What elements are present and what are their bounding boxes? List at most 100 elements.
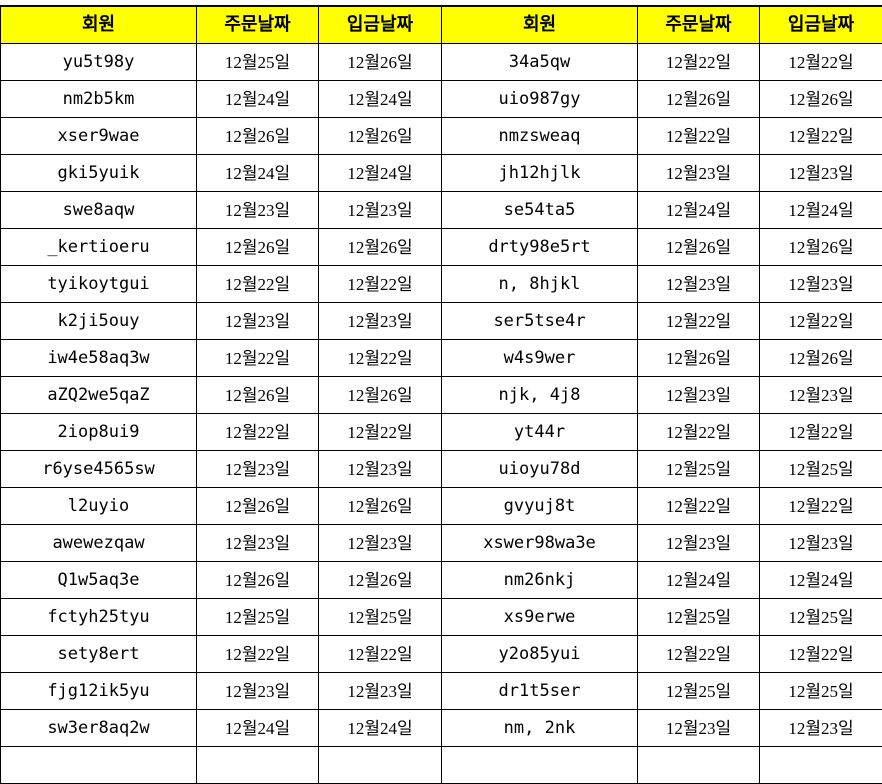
cell-payment-date-left[interactable]: 12월23일 — [319, 525, 442, 562]
cell-member-right[interactable]: w4s9wer — [442, 340, 638, 377]
cell-payment-date-right[interactable]: 12월25일 — [760, 673, 882, 710]
cell-payment-date-left[interactable]: 12월22일 — [319, 340, 442, 377]
cell-member-right[interactable]: drty98e5rt — [442, 229, 638, 266]
cell-payment-date-right[interactable]: 12월25일 — [760, 451, 882, 488]
cell-order-date-right[interactable]: 12월23일 — [638, 155, 760, 192]
cell-member-left[interactable]: fctyh25tyu — [1, 599, 197, 636]
cell-payment-date-left[interactable]: 12월24일 — [319, 710, 442, 747]
cell-order-date-right[interactable]: 12월25일 — [638, 673, 760, 710]
cell-order-date-left[interactable]: 12월23일 — [197, 303, 319, 340]
cell-payment-date-left[interactable]: 12월25일 — [319, 599, 442, 636]
header-member-left[interactable]: 회원 — [1, 7, 197, 44]
cell-order-date-left[interactable]: 12월23일 — [197, 192, 319, 229]
cell-payment-date-left[interactable]: 12월26일 — [319, 377, 442, 414]
cell-payment-date-left[interactable]: 12월26일 — [319, 118, 442, 155]
cell-payment-date-left[interactable]: 12월26일 — [319, 44, 442, 81]
cell-order-date-left[interactable]: 12월25일 — [197, 599, 319, 636]
cell-member-left[interactable]: fjg12ik5yu — [1, 673, 197, 710]
cell-payment-date-left[interactable]: 12월24일 — [319, 81, 442, 118]
header-payment-date-left[interactable]: 입금날짜 — [319, 7, 442, 44]
cell-order-date-left[interactable]: 12월26일 — [197, 118, 319, 155]
cell-payment-date-right[interactable]: 12월23일 — [760, 266, 882, 303]
cell-member-left[interactable]: 2iop8ui9 — [1, 414, 197, 451]
cell-member-left[interactable]: Q1w5aq3e — [1, 562, 197, 599]
cell-member-right[interactable]: jh12hjlk — [442, 155, 638, 192]
cell-payment-date-left[interactable]: 12월22일 — [319, 266, 442, 303]
cell-payment-date-left[interactable]: 12월26일 — [319, 562, 442, 599]
cell-payment-date-left[interactable]: 12월24일 — [319, 155, 442, 192]
cell-member-left[interactable]: aZQ2we5qaZ — [1, 377, 197, 414]
cell-payment-date-right[interactable]: 12월26일 — [760, 340, 882, 377]
cell-order-date-right[interactable]: 12월25일 — [638, 599, 760, 636]
cell-order-date-right[interactable]: 12월22일 — [638, 44, 760, 81]
cell-member-left[interactable]: nm2b5km — [1, 81, 197, 118]
cell-member-right[interactable]: ser5tse4r — [442, 303, 638, 340]
cell-payment-date-left[interactable]: 12월23일 — [319, 673, 442, 710]
cell-member-right[interactable]: xswer98wa3e — [442, 525, 638, 562]
cell-order-date-left[interactable]: 12월23일 — [197, 673, 319, 710]
header-order-date-left[interactable]: 주문날짜 — [197, 7, 319, 44]
cell-payment-date-left[interactable]: 12월23일 — [319, 451, 442, 488]
cell-payment-date-right[interactable]: 12월22일 — [760, 303, 882, 340]
cell-member-right[interactable]: yt44r — [442, 414, 638, 451]
cell-order-date-left[interactable]: 12월26일 — [197, 377, 319, 414]
cell-payment-date-right[interactable]: 12월22일 — [760, 44, 882, 81]
cell-member-right[interactable]: uio987gy — [442, 81, 638, 118]
cell-member-right[interactable]: se54ta5 — [442, 192, 638, 229]
cell-member-right[interactable]: y2o85yui — [442, 636, 638, 673]
cell-order-date-left[interactable]: 12월26일 — [197, 488, 319, 525]
cell-member-left[interactable] — [1, 747, 197, 784]
header-order-date-right[interactable]: 주문날짜 — [638, 7, 760, 44]
cell-payment-date-right[interactable]: 12월22일 — [760, 414, 882, 451]
cell-payment-date-right[interactable] — [760, 747, 882, 784]
cell-member-right[interactable]: 34a5qw — [442, 44, 638, 81]
cell-payment-date-left[interactable]: 12월22일 — [319, 414, 442, 451]
cell-order-date-left[interactable]: 12월23일 — [197, 451, 319, 488]
cell-order-date-left[interactable]: 12월22일 — [197, 636, 319, 673]
cell-member-left[interactable]: sety8ert — [1, 636, 197, 673]
cell-order-date-left[interactable]: 12월26일 — [197, 562, 319, 599]
cell-payment-date-right[interactable]: 12월22일 — [760, 488, 882, 525]
cell-member-left[interactable]: xser9wae — [1, 118, 197, 155]
cell-member-right[interactable]: xs9erwe — [442, 599, 638, 636]
cell-order-date-right[interactable]: 12월23일 — [638, 710, 760, 747]
cell-order-date-left[interactable]: 12월24일 — [197, 710, 319, 747]
cell-member-left[interactable]: k2ji5ouy — [1, 303, 197, 340]
cell-order-date-right[interactable]: 12월26일 — [638, 340, 760, 377]
cell-member-left[interactable]: _kertioeru — [1, 229, 197, 266]
cell-member-left[interactable]: swe8aqw — [1, 192, 197, 229]
cell-order-date-left[interactable]: 12월24일 — [197, 81, 319, 118]
cell-member-right[interactable]: nm, 2nk — [442, 710, 638, 747]
cell-order-date-right[interactable]: 12월22일 — [638, 636, 760, 673]
cell-payment-date-right[interactable]: 12월22일 — [760, 118, 882, 155]
cell-member-left[interactable]: iw4e58aq3w — [1, 340, 197, 377]
cell-member-left[interactable]: r6yse4565sw — [1, 451, 197, 488]
cell-order-date-right[interactable]: 12월23일 — [638, 525, 760, 562]
cell-order-date-left[interactable]: 12월24일 — [197, 155, 319, 192]
cell-member-right[interactable]: nm26nkj — [442, 562, 638, 599]
cell-order-date-right[interactable]: 12월22일 — [638, 118, 760, 155]
cell-payment-date-right[interactable]: 12월26일 — [760, 81, 882, 118]
cell-order-date-left[interactable] — [197, 747, 319, 784]
cell-payment-date-right[interactable]: 12월23일 — [760, 710, 882, 747]
cell-order-date-right[interactable]: 12월26일 — [638, 81, 760, 118]
cell-member-right[interactable]: nmzsweaq — [442, 118, 638, 155]
cell-order-date-right[interactable]: 12월22일 — [638, 414, 760, 451]
cell-member-left[interactable]: sw3er8aq2w — [1, 710, 197, 747]
cell-member-right[interactable]: uioyu78d — [442, 451, 638, 488]
cell-payment-date-right[interactable]: 12월24일 — [760, 192, 882, 229]
cell-order-date-right[interactable]: 12월26일 — [638, 229, 760, 266]
cell-payment-date-right[interactable]: 12월25일 — [760, 599, 882, 636]
cell-order-date-right[interactable]: 12월23일 — [638, 377, 760, 414]
cell-member-left[interactable]: tyikoytgui — [1, 266, 197, 303]
cell-order-date-left[interactable]: 12월25일 — [197, 44, 319, 81]
cell-order-date-left[interactable]: 12월26일 — [197, 229, 319, 266]
cell-payment-date-right[interactable]: 12월23일 — [760, 377, 882, 414]
header-payment-date-right[interactable]: 입금날짜 — [760, 7, 882, 44]
cell-payment-date-right[interactable]: 12월24일 — [760, 562, 882, 599]
cell-order-date-right[interactable]: 12월24일 — [638, 192, 760, 229]
cell-payment-date-right[interactable]: 12월22일 — [760, 636, 882, 673]
cell-order-date-left[interactable]: 12월23일 — [197, 525, 319, 562]
cell-member-right[interactable]: dr1t5ser — [442, 673, 638, 710]
cell-payment-date-right[interactable]: 12월26일 — [760, 229, 882, 266]
